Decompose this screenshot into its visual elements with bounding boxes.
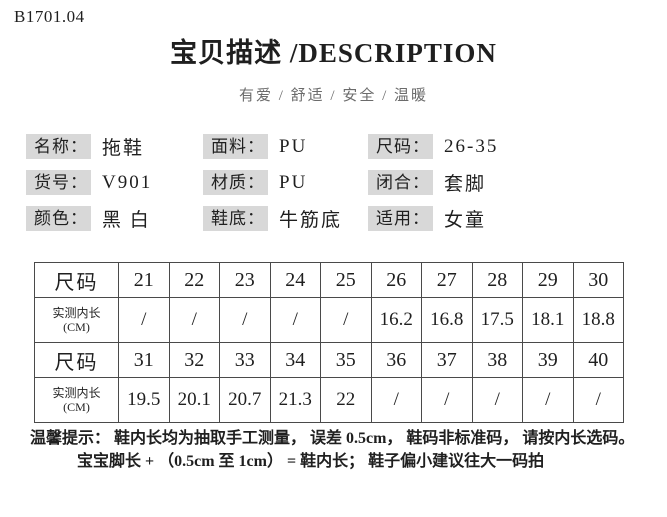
size-cell: 25: [320, 262, 372, 298]
notice-line-1: 温馨提示： 鞋内长均为抽取手工测量， 误差 0.5cm， 鞋码非标准码， 请按内…: [30, 430, 635, 447]
size-cell: 27: [421, 262, 473, 298]
attr-closure: 闭合： 套脚: [368, 169, 657, 196]
attr-label: 颜色：: [26, 206, 91, 231]
length-header-line2: (CM): [63, 400, 90, 414]
length-cell: /: [421, 377, 473, 423]
length-cell: 16.2: [370, 297, 422, 343]
row-header-inner-length: 实测内长 (CM): [34, 297, 119, 343]
size-cell: 31: [118, 342, 170, 378]
length-cell: /: [168, 297, 220, 343]
length-cell: /: [320, 297, 372, 343]
attr-label: 鞋底：: [203, 206, 268, 231]
size-cell: 21: [118, 262, 170, 298]
attr-label: 面料：: [203, 134, 268, 159]
attr-value: 女童: [444, 210, 487, 231]
table-row-sizes-1: 尺码 21 22 23 24 25 26 27 28 29 30: [34, 262, 624, 298]
attr-value: 26-35: [444, 135, 499, 157]
size-cell: 36: [370, 342, 422, 378]
notice-block: 温馨提示： 鞋内长均为抽取手工测量， 误差 0.5cm， 鞋码非标准码， 请按内…: [30, 428, 642, 472]
length-cell: 16.8: [421, 297, 473, 343]
attr-label: 材质：: [203, 170, 268, 195]
size-cell: 23: [219, 262, 271, 298]
table-row-lengths-2: 实测内长 (CM) 19.5 20.1 20.7 21.3 22 / / / /…: [34, 377, 624, 423]
length-cell: /: [219, 297, 271, 343]
size-cell: 34: [269, 342, 321, 378]
length-cell: /: [471, 377, 523, 423]
length-header-line1: 实测内长: [52, 306, 101, 320]
size-cell: 38: [471, 342, 523, 378]
length-cell: 21.3: [269, 377, 321, 423]
size-cell: 39: [522, 342, 574, 378]
size-chart-table: 尺码 21 22 23 24 25 26 27 28 29 30 实测内长 (C…: [34, 262, 624, 423]
attr-value: V901: [102, 171, 153, 193]
size-cell: 28: [471, 262, 523, 298]
length-cell: 20.1: [168, 377, 220, 423]
attr-label: 货号：: [26, 170, 91, 195]
size-cell: 33: [219, 342, 271, 378]
row-header-size: 尺码: [34, 262, 119, 298]
row-header-inner-length: 实测内长 (CM): [34, 377, 119, 423]
size-cell: 29: [522, 262, 574, 298]
table-row-sizes-2: 尺码 31 32 33 34 35 36 37 38 39 40: [34, 342, 624, 378]
size-cell: 37: [421, 342, 473, 378]
attr-value: 套脚: [444, 174, 487, 195]
length-cell: /: [572, 377, 624, 423]
attr-label: 闭合：: [368, 170, 433, 195]
attr-material: 材质： PU: [203, 169, 368, 196]
attribute-grid: 名称： 拖鞋 面料： PU 尺码： 26-35 货号： V901 材质： PU …: [26, 133, 657, 232]
length-cell: 20.7: [219, 377, 271, 423]
length-cell: /: [370, 377, 422, 423]
attr-value: 拖鞋: [102, 138, 145, 159]
table-row-lengths-1: 实测内长 (CM) / / / / / 16.2 16.8 17.5 18.1 …: [34, 297, 624, 343]
row-header-size: 尺码: [34, 342, 119, 378]
page-title: 宝贝描述 /DESCRIPTION: [170, 38, 497, 68]
attr-suitable-for: 适用： 女童: [368, 205, 657, 232]
size-cell: 22: [168, 262, 220, 298]
attr-label: 适用：: [368, 206, 433, 231]
attr-sole: 鞋底： 牛筋底: [203, 205, 368, 232]
attr-name: 名称： 拖鞋: [26, 133, 203, 160]
attr-label: 尺码：: [368, 134, 433, 159]
length-cell: 19.5: [118, 377, 170, 423]
notice-line-2: 宝宝脚长 + （0.5cm 至 1cm） = 鞋内长； 鞋子偏小建议往大一码拍: [77, 453, 545, 470]
size-cell: 32: [168, 342, 220, 378]
length-cell: 22: [320, 377, 372, 423]
size-cell: 35: [320, 342, 372, 378]
size-cell: 24: [269, 262, 321, 298]
size-cell: 30: [572, 262, 624, 298]
attr-size-range: 尺码： 26-35: [368, 133, 657, 160]
attr-value: PU: [279, 135, 308, 157]
length-header-line1: 实测内长: [52, 386, 101, 400]
attr-value: PU: [279, 171, 308, 193]
length-cell: /: [118, 297, 170, 343]
length-header-line2: (CM): [63, 320, 90, 334]
length-cell: 17.5: [471, 297, 523, 343]
length-cell: /: [269, 297, 321, 343]
attr-value: 黑 白: [102, 210, 151, 231]
attr-color: 颜色： 黑 白: [26, 205, 203, 232]
length-cell: 18.8: [572, 297, 624, 343]
attr-item-no: 货号： V901: [26, 169, 203, 196]
length-cell: /: [522, 377, 574, 423]
page-subtitle: 有爱 / 舒适 / 安全 / 温暖: [238, 88, 428, 104]
length-cell: 18.1: [522, 297, 574, 343]
attr-label: 名称：: [26, 134, 91, 159]
attr-value: 牛筋底: [279, 210, 343, 231]
attr-fabric: 面料： PU: [203, 133, 368, 160]
size-cell: 40: [572, 342, 624, 378]
item-code: B1701.04: [14, 7, 85, 26]
size-cell: 26: [370, 262, 422, 298]
